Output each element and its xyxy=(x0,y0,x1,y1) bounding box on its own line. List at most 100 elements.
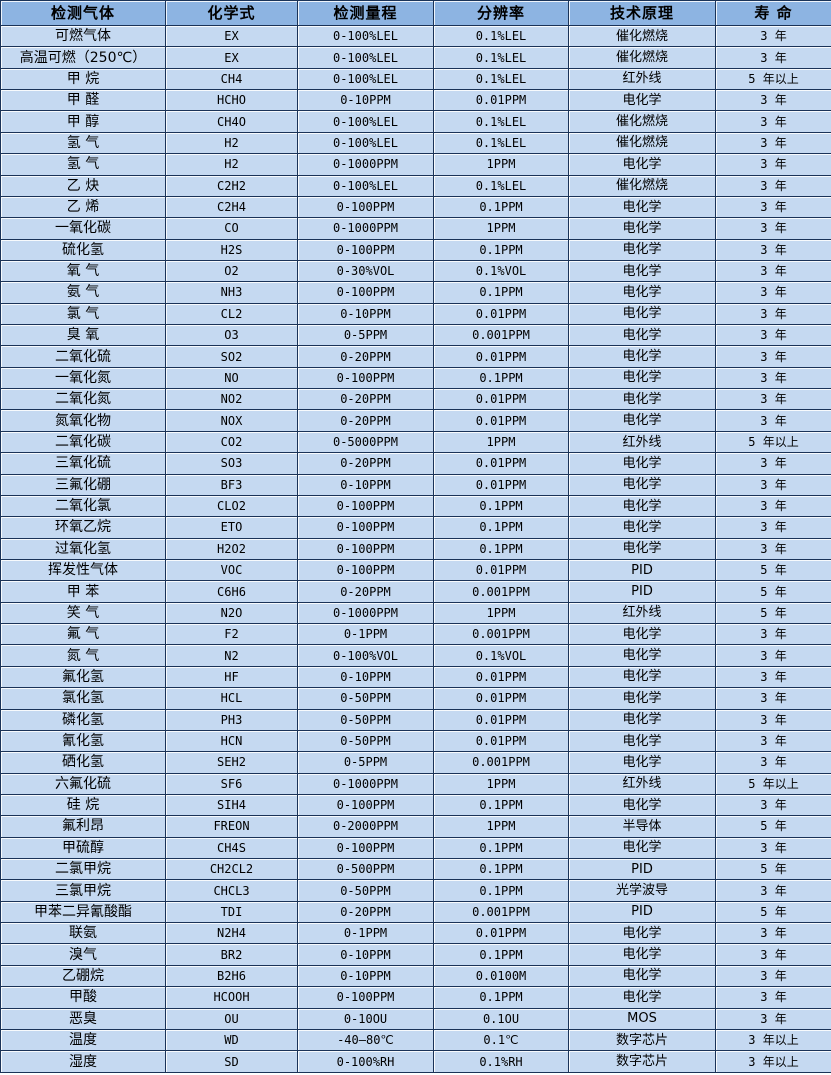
principle-cell: 电化学 xyxy=(568,943,716,966)
range-cell: 0-100%LEL xyxy=(297,110,434,133)
lifespan-cell: 5 年以上 xyxy=(715,430,831,454)
header-gas: 检测气体 xyxy=(0,0,166,26)
range-cell: -40—80℃ xyxy=(297,1028,434,1052)
resolution-cell: 0.1PPM xyxy=(433,366,569,390)
resolution-cell: 0.01PPM xyxy=(433,708,569,731)
resolution-cell: 0.001PPM xyxy=(433,623,569,646)
resolution-cell: 0.0100M xyxy=(433,964,569,988)
table-row: 溴气 BR2 0-10PPM 0.1PPM 电化学 3 年 xyxy=(0,943,831,966)
principle-cell: 电化学 xyxy=(568,687,716,710)
range-cell: 0-2000PPM xyxy=(297,815,434,838)
resolution-cell: 0.1%RH xyxy=(433,1050,569,1073)
formula-cell: SO3 xyxy=(165,452,298,475)
table-row: 二氯甲烷 CH2CL2 0-500PPM 0.1PPM PID 5 年 xyxy=(0,858,831,881)
gas-name-cell: 氟化氢 xyxy=(0,665,166,689)
table-row: 氰化氢 HCN 0-50PPM 0.01PPM 电化学 3 年 xyxy=(0,729,831,753)
lifespan-cell: 5 年以上 xyxy=(715,67,831,91)
range-cell: 0-10PPM xyxy=(297,89,434,112)
gas-name-cell: 氧 气 xyxy=(0,259,166,283)
table-row: 恶臭 OU 0-10OU 0.1OU MOS 3 年 xyxy=(0,1007,831,1030)
lifespan-cell: 3 年 xyxy=(715,281,831,304)
range-cell: 0-100PPM xyxy=(297,793,434,817)
table-row: 氯化氢 HCL 0-50PPM 0.01PPM 电化学 3 年 xyxy=(0,687,831,710)
formula-cell: ETO xyxy=(165,516,298,539)
principle-cell: PID xyxy=(568,858,716,881)
gas-name-cell: 甲 醛 xyxy=(0,89,166,112)
resolution-cell: 0.01PPM xyxy=(433,687,569,710)
gas-name-cell: 乙硼烷 xyxy=(0,964,166,988)
gas-name-cell: 氯化氢 xyxy=(0,687,166,710)
principle-cell: 电化学 xyxy=(568,302,716,326)
range-cell: 0-10PPM xyxy=(297,665,434,689)
gas-name-cell: 二氧化硫 xyxy=(0,345,166,368)
resolution-cell: 0.01PPM xyxy=(433,922,569,945)
formula-cell: C2H2 xyxy=(165,174,298,197)
table-row: 联氨 N2H4 0-1PPM 0.01PPM 电化学 3 年 xyxy=(0,922,831,945)
principle-cell: 催化燃烧 xyxy=(568,174,716,197)
table-row: 湿度 SD 0-100%RH 0.1%RH 数字芯片 3 年以上 xyxy=(0,1050,831,1073)
lifespan-cell: 3 年 xyxy=(715,729,831,753)
gas-name-cell: 二氯甲烷 xyxy=(0,858,166,881)
lifespan-cell: 3 年 xyxy=(715,516,831,539)
table-row: 过氧化氢 H2O2 0-100PPM 0.1PPM 电化学 3 年 xyxy=(0,537,831,560)
table-row: 二氧化氯 CLO2 0-100PPM 0.1PPM 电化学 3 年 xyxy=(0,494,831,518)
formula-cell: BR2 xyxy=(165,943,298,966)
lifespan-cell: 5 年 xyxy=(715,815,831,838)
resolution-cell: 0.1PPM xyxy=(433,858,569,881)
range-cell: 0-100PPM xyxy=(297,238,434,261)
gas-name-cell: 湿度 xyxy=(0,1050,166,1073)
gas-name-cell: 三氧化硫 xyxy=(0,452,166,475)
range-cell: 0-100%LEL xyxy=(297,174,434,197)
formula-cell: HCL xyxy=(165,687,298,710)
formula-cell: FREON xyxy=(165,815,298,838)
formula-cell: CLO2 xyxy=(165,494,298,518)
table-row: 甲 醛 HCHO 0-10PPM 0.01PPM 电化学 3 年 xyxy=(0,89,831,112)
lifespan-cell: 5 年 xyxy=(715,858,831,881)
table-row: 氮氧化物 NOX 0-20PPM 0.01PPM 电化学 3 年 xyxy=(0,409,831,432)
principle-cell: MOS xyxy=(568,1007,716,1030)
lifespan-cell: 3 年 xyxy=(715,24,831,48)
formula-cell: C6H6 xyxy=(165,580,298,603)
formula-cell: SO2 xyxy=(165,345,298,368)
lifespan-cell: 3 年 xyxy=(715,174,831,197)
gas-name-cell: 氮氧化物 xyxy=(0,409,166,432)
lifespan-cell: 3 年以上 xyxy=(715,1050,831,1073)
range-cell: 0-20PPM xyxy=(297,900,434,924)
resolution-cell: 1PPM xyxy=(433,815,569,838)
resolution-cell: 0.1%LEL xyxy=(433,46,569,69)
principle-cell: 红外线 xyxy=(568,772,716,795)
table-row: 二氧化碳 CO2 0-5000PPM 1PPM 红外线 5 年以上 xyxy=(0,430,831,454)
formula-cell: CH4 xyxy=(165,67,298,91)
table-row: 氟化氢 HF 0-10PPM 0.01PPM 电化学 3 年 xyxy=(0,665,831,689)
header-lifespan: 寿 命 xyxy=(715,0,831,26)
principle-cell: 催化燃烧 xyxy=(568,46,716,69)
principle-cell: 红外线 xyxy=(568,430,716,454)
gas-name-cell: 硫化氢 xyxy=(0,238,166,261)
formula-cell: VOC xyxy=(165,558,298,582)
resolution-cell: 0.01PPM xyxy=(433,452,569,475)
gas-name-cell: 笑 气 xyxy=(0,601,166,625)
resolution-cell: 0.1PPM xyxy=(433,238,569,261)
range-cell: 0-10PPM xyxy=(297,473,434,496)
lifespan-cell: 3 年 xyxy=(715,623,831,646)
gas-name-cell: 甲苯二异氰酸酯 xyxy=(0,900,166,924)
range-cell: 0-500PPM xyxy=(297,858,434,881)
lifespan-cell: 3 年 xyxy=(715,687,831,710)
range-cell: 0-100PPM xyxy=(297,494,434,518)
lifespan-cell: 3 年 xyxy=(715,153,831,176)
formula-cell: C2H4 xyxy=(165,195,298,219)
formula-cell: O3 xyxy=(165,324,298,347)
formula-cell: HCOOH xyxy=(165,986,298,1009)
formula-cell: WD xyxy=(165,1028,298,1052)
gas-name-cell: 氟利昂 xyxy=(0,815,166,838)
table-row: 硒化氢 SEH2 0-5PPM 0.001PPM 电化学 3 年 xyxy=(0,751,831,774)
table-row: 甲 醇 CH4O 0-100%LEL 0.1%LEL 催化燃烧 3 年 xyxy=(0,110,831,133)
lifespan-cell: 3 年 xyxy=(715,1007,831,1030)
lifespan-cell: 5 年 xyxy=(715,900,831,924)
gas-name-cell: 三氯甲烷 xyxy=(0,879,166,902)
formula-cell: CO xyxy=(165,217,298,240)
principle-cell: 催化燃烧 xyxy=(568,24,716,48)
table-row: 甲 烷 CH4 0-100%LEL 0.1%LEL 红外线 5 年以上 xyxy=(0,67,831,91)
table-row: 一氧化碳 CO 0-1000PPM 1PPM 电化学 3 年 xyxy=(0,217,831,240)
table-row: 可燃气体 EX 0-100%LEL 0.1%LEL 催化燃烧 3 年 xyxy=(0,24,831,48)
